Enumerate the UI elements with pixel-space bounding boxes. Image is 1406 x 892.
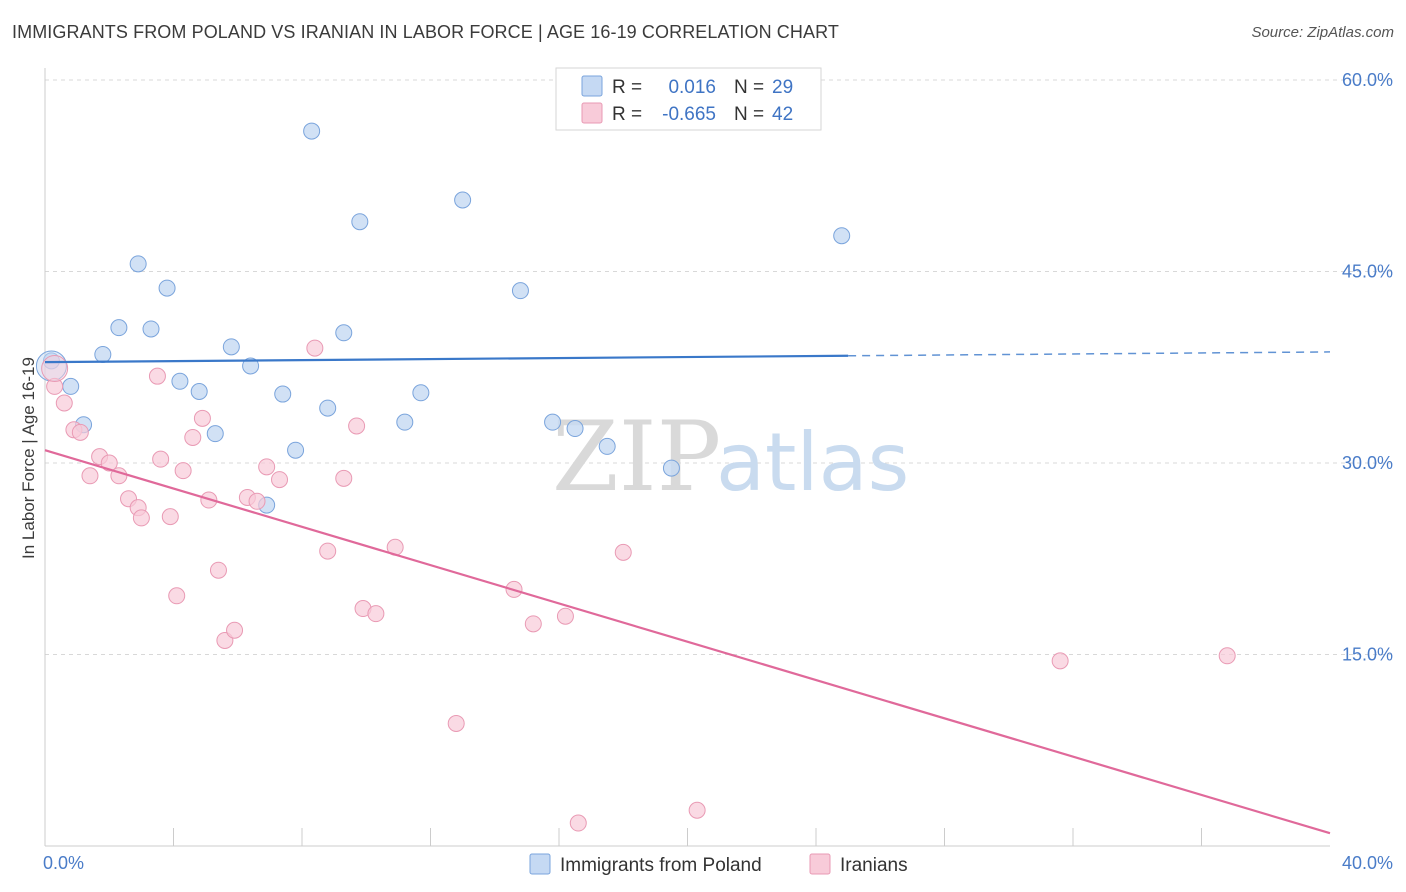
- watermark: ZIP atlas: [552, 401, 909, 513]
- data-point-poland: [171, 372, 189, 390]
- data-point-poland: [662, 459, 680, 477]
- data-point-iran: [447, 714, 465, 732]
- data-point-iran: [55, 394, 73, 412]
- chart-title: IMMIGRANTS FROM POLAND VS IRANIAN IN LAB…: [12, 22, 839, 42]
- data-point-iran: [209, 561, 227, 579]
- series-iran-points: [41, 339, 1236, 832]
- data-point-iran: [152, 450, 170, 468]
- trend-line-poland: [44, 354, 849, 364]
- bottom-legend-label-poland: Immigrants from Poland: [560, 855, 762, 876]
- bottom-legend-swatch-iran: [809, 853, 831, 875]
- data-point-iran: [148, 367, 166, 385]
- data-point-iran: [71, 423, 89, 441]
- data-point-iran: [1218, 647, 1236, 665]
- data-point-poland: [158, 279, 176, 297]
- data-point-poland: [94, 345, 112, 363]
- data-point-iran: [569, 814, 587, 832]
- y-tick-label: 30.0%: [1342, 453, 1393, 473]
- legend-swatch-iran: [581, 102, 603, 124]
- data-point-iran: [81, 467, 99, 485]
- data-point-poland: [222, 338, 240, 356]
- x-tick-marks: [173, 828, 1202, 846]
- bottom-legend: Immigrants from Poland Iranians: [529, 853, 908, 876]
- trend-lines: [44, 351, 1331, 835]
- data-point-poland: [142, 320, 160, 338]
- bottom-legend-swatch-poland: [529, 853, 551, 875]
- data-point-iran: [248, 492, 266, 510]
- watermark-atlas: atlas: [716, 416, 909, 509]
- data-point-iran: [348, 417, 366, 435]
- data-point-poland: [62, 377, 80, 395]
- legend-r-label-poland: R =: [612, 77, 642, 98]
- y-tick-labels: 15.0% 30.0% 45.0% 60.0%: [1342, 70, 1393, 665]
- legend-n-label-iran: N =: [734, 104, 764, 125]
- data-point-poland: [396, 413, 414, 431]
- data-point-poland: [303, 122, 321, 140]
- data-point-iran: [161, 508, 179, 526]
- data-point-iran: [688, 801, 706, 819]
- trend-line-poland-extension: [848, 351, 1331, 357]
- data-point-iran: [335, 469, 353, 487]
- data-point-iran: [174, 462, 192, 480]
- data-point-poland: [598, 437, 616, 455]
- data-point-poland: [511, 282, 529, 300]
- data-point-iran: [100, 454, 118, 472]
- data-point-poland: [319, 399, 337, 417]
- data-point-iran: [319, 542, 337, 560]
- data-point-iran: [1051, 652, 1069, 670]
- data-point-iran: [367, 605, 385, 623]
- y-tick-label: 15.0%: [1342, 645, 1393, 665]
- legend: R = 0.016 N = 29 R = -0.665 N = 42: [555, 67, 822, 131]
- data-point-iran-cluster: [41, 355, 69, 383]
- y-axis-label: In Labor Force | Age 16-19: [19, 357, 38, 559]
- data-point-iran: [524, 615, 542, 633]
- data-point-poland: [287, 441, 305, 459]
- x-tick-label: 0.0%: [43, 853, 84, 873]
- legend-r-label-iran: R =: [612, 104, 642, 125]
- data-point-poland: [190, 383, 208, 401]
- data-point-poland: [206, 425, 224, 443]
- legend-n-label-poland: N =: [734, 77, 764, 98]
- source-label: Source: ZipAtlas.com: [1251, 24, 1394, 41]
- y-tick-label: 45.0%: [1342, 262, 1393, 282]
- data-point-iran: [258, 458, 276, 476]
- data-point-iran: [271, 471, 289, 489]
- legend-swatch-poland: [581, 75, 603, 97]
- data-point-poland: [129, 255, 147, 273]
- data-point-poland: [833, 227, 851, 245]
- data-point-poland: [454, 191, 472, 209]
- data-point-poland: [110, 319, 128, 337]
- legend-n-value-iran: 42: [772, 104, 793, 125]
- data-point-iran: [168, 587, 186, 605]
- data-point-poland: [351, 213, 369, 231]
- data-point-poland: [566, 420, 584, 438]
- bottom-legend-label-iran: Iranians: [840, 855, 908, 876]
- data-point-iran: [193, 409, 211, 427]
- legend-n-value-poland: 29: [772, 77, 793, 98]
- x-tick-labels: 0.0% 40.0%: [43, 853, 1393, 873]
- data-point-iran: [132, 509, 150, 527]
- data-point-iran: [226, 621, 244, 639]
- x-tick-label: 40.0%: [1342, 853, 1393, 873]
- data-point-iran: [306, 339, 324, 357]
- data-point-poland: [274, 385, 292, 403]
- y-tick-label: 60.0%: [1342, 70, 1393, 90]
- data-point-poland: [412, 384, 430, 402]
- data-point-poland: [335, 324, 353, 342]
- data-point-iran: [184, 428, 202, 446]
- trend-line-iran: [44, 449, 1331, 835]
- legend-r-value-iran: -0.665: [662, 104, 716, 125]
- watermark-zip: ZIP: [552, 401, 721, 513]
- data-point-iran: [556, 607, 574, 625]
- data-point-poland: [242, 357, 260, 375]
- data-point-poland: [544, 413, 562, 431]
- data-point-iran: [614, 543, 632, 561]
- legend-r-value-poland: 0.016: [668, 77, 716, 98]
